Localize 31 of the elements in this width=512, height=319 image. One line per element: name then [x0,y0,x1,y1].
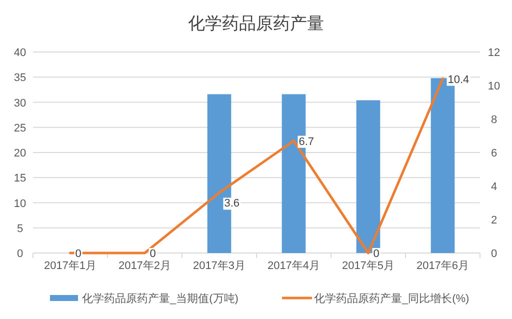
y-tick-label: 25 [14,122,26,134]
legend-label: 化学药品原药产量_当期值(万吨) [82,292,238,305]
y-tick-label: 15 [14,172,26,185]
x-tick-label: 2017年5月 [342,260,395,272]
y-tick-label: 35 [14,72,26,84]
x-tick-label: 2017年3月 [192,260,246,272]
y2-tick-label: 8 [490,114,498,126]
x-tick-label: 2017年4月 [267,260,320,272]
data-label: 10.4 [448,74,470,86]
y-tick-label: 5 [16,222,24,235]
y2-tick-label: 4 [490,181,498,193]
x-tick-label: 2017年1月 [44,260,97,272]
x-tick-label: 2017年2月 [118,260,172,272]
y-tick-label: 40 [14,47,26,59]
y2-tick-label: 10 [488,80,500,92]
y-tick-label: 20 [14,148,26,160]
data-label: 0 [150,248,156,260]
data-label: 6.7 [298,136,314,148]
y2-tick-label: 6 [490,148,498,160]
y-tick-label: 0 [16,248,24,260]
data-label: 3.6 [224,198,240,210]
y-tick-label: 30 [14,97,26,110]
data-label: 0 [75,248,82,260]
y2-tick-label: 12 [488,47,500,59]
x-tick-label: 2017年6月 [416,260,470,272]
y-tick-label: 10 [14,198,26,210]
data-label: 0 [373,248,380,260]
y2-tick-label: 0 [490,248,498,260]
legend-label: 化学药品原药产量_同比增长(%) [314,292,470,305]
y2-tick-label: 2 [490,214,498,226]
chart-title: 化学药品原药产量 [188,14,324,33]
